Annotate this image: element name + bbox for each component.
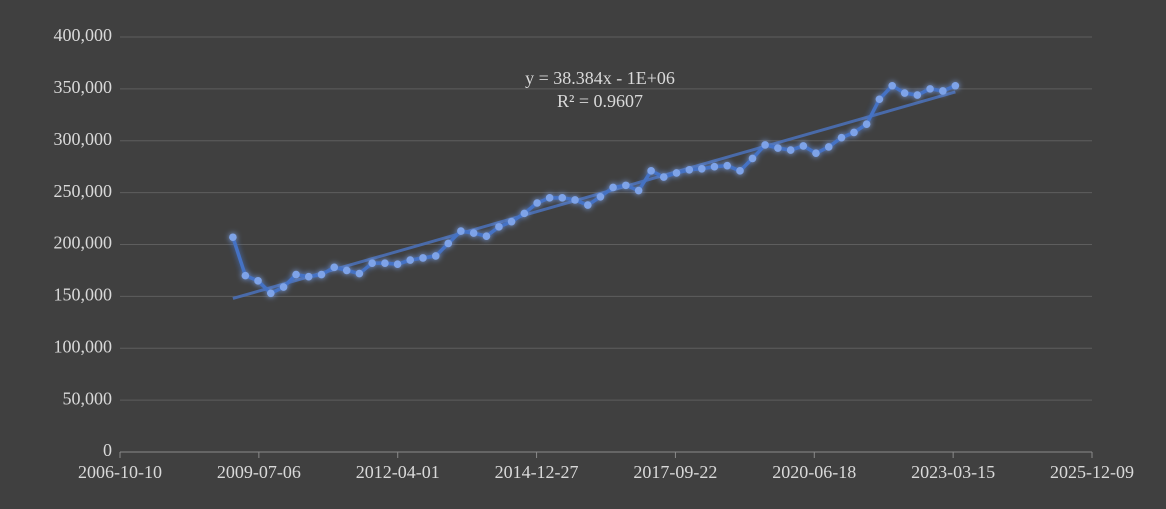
point xyxy=(622,181,630,190)
point xyxy=(495,223,503,231)
point xyxy=(634,186,643,195)
point xyxy=(304,272,313,281)
series-line xyxy=(231,84,957,296)
point xyxy=(900,89,909,97)
point xyxy=(545,194,554,202)
point xyxy=(393,260,402,269)
point xyxy=(507,217,516,226)
point xyxy=(355,269,364,278)
y-tick-label: 350,000 xyxy=(54,77,113,97)
point xyxy=(279,283,288,291)
point xyxy=(685,166,694,174)
point xyxy=(292,270,300,279)
point xyxy=(736,167,744,175)
point xyxy=(926,85,934,93)
point xyxy=(672,169,681,177)
point xyxy=(698,164,706,173)
trend-equation: y = 38.384x - 1E+06 xyxy=(525,68,675,88)
y-tick-label: 150,000 xyxy=(54,285,113,305)
point xyxy=(330,263,339,272)
trendline xyxy=(232,90,956,300)
point xyxy=(431,252,440,260)
point xyxy=(241,271,250,280)
y-tick-label: 250,000 xyxy=(54,181,113,201)
point xyxy=(482,232,491,240)
point xyxy=(381,259,389,267)
point xyxy=(584,201,592,209)
point xyxy=(317,270,326,279)
point xyxy=(609,183,617,192)
point xyxy=(254,277,262,285)
point xyxy=(368,259,376,267)
point xyxy=(761,141,769,149)
y-tick-label: 0 xyxy=(103,440,112,460)
x-tick-label: 2023-03-15 xyxy=(911,462,995,482)
y-tick-label: 50,000 xyxy=(63,388,113,408)
point xyxy=(444,239,453,248)
point xyxy=(520,209,529,218)
x-tick-label: 2006-10-10 xyxy=(78,462,162,482)
point xyxy=(571,196,579,204)
point xyxy=(266,289,275,298)
y-tick-label: 200,000 xyxy=(54,233,113,253)
point xyxy=(786,146,795,154)
point xyxy=(419,254,427,262)
x-tick-label: 2025-12-09 xyxy=(1050,462,1134,482)
x-tick-label: 2012-04-01 xyxy=(356,462,440,482)
y-tick-label: 400,000 xyxy=(54,25,113,45)
point xyxy=(951,81,960,90)
point xyxy=(723,161,732,170)
point xyxy=(875,95,884,104)
point xyxy=(748,154,757,163)
x-tick-label: 2017-09-22 xyxy=(633,462,717,482)
point xyxy=(824,143,833,151)
series xyxy=(229,81,960,298)
point xyxy=(850,128,858,137)
point xyxy=(457,227,465,235)
point xyxy=(774,144,782,152)
point xyxy=(659,173,668,181)
point xyxy=(710,162,719,171)
trend-r2: R² = 0.9607 xyxy=(557,91,643,111)
point xyxy=(558,194,567,202)
point xyxy=(647,167,655,175)
y-tick-label: 100,000 xyxy=(54,336,113,356)
x-tick-label: 2014-12-27 xyxy=(495,462,579,482)
y-tick-label: 300,000 xyxy=(54,129,113,149)
point xyxy=(939,87,947,95)
point xyxy=(406,256,415,264)
x-tick-label: 2020-06-18 xyxy=(772,462,856,482)
point xyxy=(342,266,351,275)
x-tick-label: 2009-07-06 xyxy=(217,462,301,482)
point xyxy=(862,120,871,128)
point xyxy=(837,133,846,142)
point xyxy=(799,142,808,150)
point xyxy=(469,229,478,237)
point xyxy=(913,91,922,99)
point xyxy=(229,233,237,242)
point xyxy=(888,81,896,90)
point xyxy=(596,192,605,201)
point xyxy=(812,149,820,157)
point xyxy=(533,199,541,207)
